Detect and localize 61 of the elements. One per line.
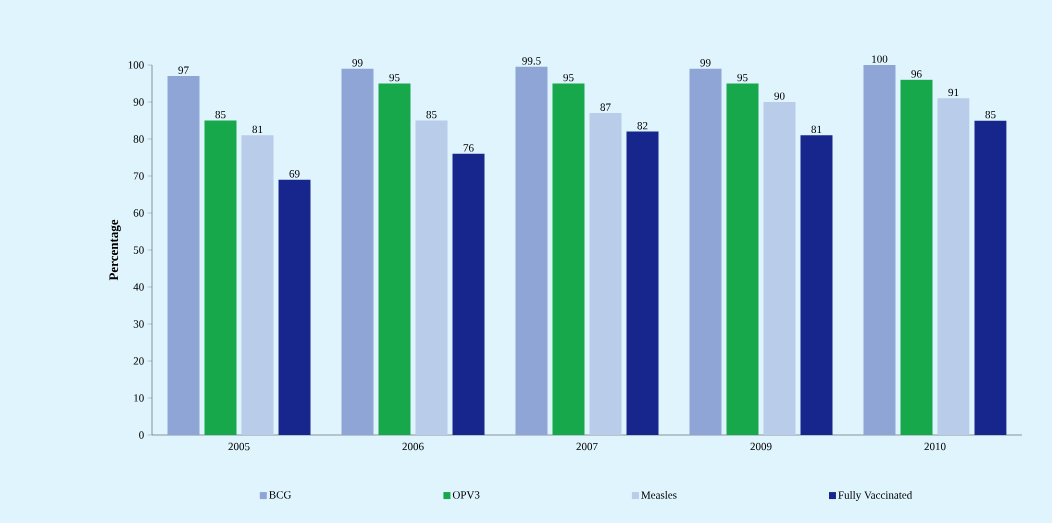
bar (552, 83, 585, 435)
bar (415, 120, 448, 435)
y-tick-label: 60 (133, 209, 144, 217)
bar (378, 83, 411, 435)
bar (515, 66, 548, 435)
x-tick-label: 2007 (576, 442, 598, 451)
y-tick-label: 40 (133, 283, 144, 291)
legend-label: OPV3 (452, 491, 480, 499)
bar (278, 179, 311, 435)
y-tick-label: 70 (133, 172, 144, 180)
bar (726, 83, 759, 435)
bar (341, 68, 374, 435)
bar (974, 120, 1007, 435)
y-tick-label: 20 (133, 357, 144, 365)
x-tick-label: 2010 (924, 442, 946, 451)
data-label: 91 (948, 88, 959, 97)
data-label: 81 (811, 125, 822, 134)
legend-label: Measles (641, 491, 677, 499)
bar (763, 102, 796, 435)
data-label: 90 (774, 92, 785, 100)
data-label: 95 (563, 73, 574, 82)
data-label: 99.5 (522, 57, 541, 65)
data-label: 95 (737, 73, 748, 82)
y-tick-label: 30 (133, 320, 144, 328)
x-tick-label: 2006 (402, 442, 424, 451)
bar (589, 113, 622, 435)
data-label: 85 (215, 110, 226, 119)
y-tick-label: 90 (133, 98, 144, 106)
bar (689, 68, 722, 435)
y-tick-label: 10 (134, 394, 144, 402)
bar (863, 65, 896, 435)
y-tick-label: 80 (133, 135, 144, 143)
x-tick-label: 2009 (750, 442, 772, 451)
data-label: 99 (352, 59, 363, 67)
data-label: 87 (600, 103, 611, 111)
bar (626, 131, 659, 435)
bar (800, 135, 833, 435)
bar (452, 153, 485, 435)
bar (241, 135, 274, 435)
y-axis-title: Percentage (109, 219, 121, 281)
data-label: 85 (985, 110, 996, 119)
bar (204, 120, 237, 435)
y-tick-label: 0 (139, 431, 144, 439)
data-label: 95 (389, 73, 400, 82)
data-label: 81 (252, 125, 263, 134)
data-label: 96 (911, 70, 922, 78)
y-tick-label: 100 (128, 61, 144, 69)
legend-label: BCG (269, 491, 292, 499)
data-label: 76 (463, 144, 474, 152)
legend-label: Fully Vaccinated (838, 491, 913, 501)
data-label: 82 (637, 121, 648, 130)
data-label: 100 (872, 55, 888, 63)
data-label: 97 (178, 66, 189, 74)
x-tick-label: 2005 (228, 442, 250, 451)
bar (900, 79, 933, 435)
y-tick-label: 50 (133, 246, 144, 254)
data-label: 85 (426, 110, 437, 119)
bar (937, 98, 970, 435)
data-label: 69 (289, 170, 300, 178)
data-label: 99 (700, 59, 711, 67)
bar (167, 76, 200, 435)
